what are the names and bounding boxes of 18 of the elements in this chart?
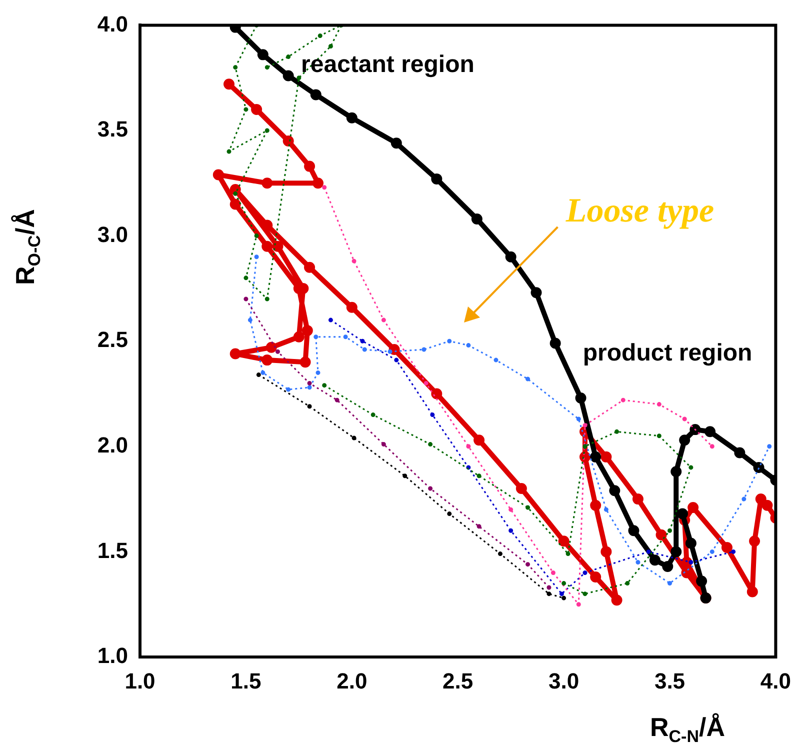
y-tick-label: 1.0 bbox=[97, 643, 128, 668]
x-tick-label: 2.0 bbox=[336, 668, 368, 694]
y-tick-label: 3.0 bbox=[97, 222, 128, 247]
x-tick-label: 1.0 bbox=[124, 668, 156, 694]
x-tick-label: 3.5 bbox=[654, 668, 686, 694]
x-tick-label: 2.5 bbox=[442, 668, 474, 694]
x-axis-title: R$_{C-N}$/Å bbox=[650, 712, 725, 748]
y-tick-label: 3.5 bbox=[97, 116, 128, 142]
y-tick-label: 1.5 bbox=[97, 538, 128, 563]
annotation: reactant region bbox=[301, 50, 474, 78]
x-tick-label: 1.5 bbox=[230, 668, 262, 694]
annotation: Loose type bbox=[564, 192, 714, 230]
y-tick-label: 2.0 bbox=[97, 432, 128, 458]
y-tick-label: 4.0 bbox=[97, 11, 128, 36]
annotation: product region bbox=[582, 339, 752, 366]
x-tick-label: 4.0 bbox=[760, 668, 792, 694]
y-tick-label: 2.5 bbox=[97, 327, 128, 352]
x-tick-label: 3.0 bbox=[548, 668, 580, 694]
